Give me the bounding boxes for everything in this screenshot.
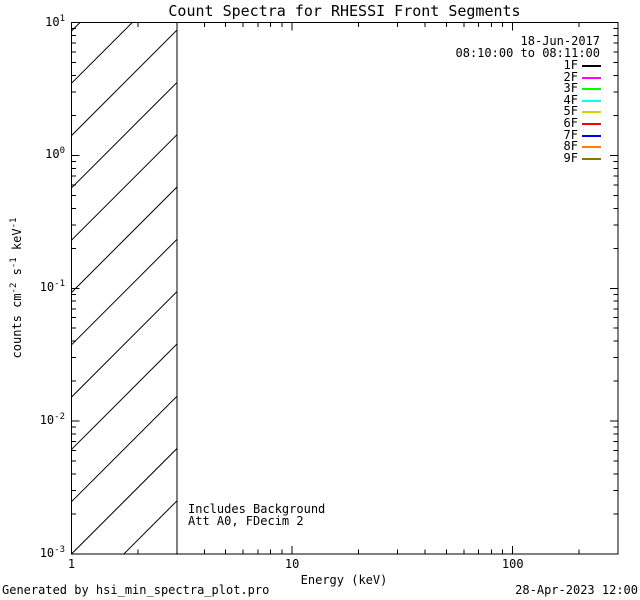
legend-swatch-7f xyxy=(582,134,601,137)
hatch-line xyxy=(71,448,177,554)
plot-frame xyxy=(71,22,619,555)
x-tick-label: 1 xyxy=(67,557,76,571)
hatch-line xyxy=(71,134,177,241)
legend-swatch-8f xyxy=(582,146,601,149)
legend-swatch-3f xyxy=(582,88,601,91)
x-tick-label: 100 xyxy=(501,557,524,571)
y-tick-label: 10-1 xyxy=(39,279,65,295)
legend-swatch-6f xyxy=(582,123,601,125)
hatch-line xyxy=(71,291,177,398)
legend-swatch-1f xyxy=(582,65,601,67)
legend-label-2f: 2F xyxy=(563,69,578,84)
footer-timestamp: 28-Apr-2023 12:00 xyxy=(515,583,638,597)
hatch-line xyxy=(71,81,177,189)
legend-swatch-5f xyxy=(582,111,601,114)
hatch-line xyxy=(71,395,177,503)
annotation-attenuator: Att A0, FDecim 2 xyxy=(188,514,304,528)
legend-label-3f: 3F xyxy=(563,81,578,96)
legend-label-9f: 9F xyxy=(563,150,578,165)
hatch-line xyxy=(175,552,177,554)
legend-swatch-9f xyxy=(582,157,601,160)
legend-swatch-2f xyxy=(582,76,601,79)
legend-label-6f: 6F xyxy=(563,116,578,130)
legend-label-8f: 8F xyxy=(563,139,578,154)
observation-time-range: 08:10:00 to 08:11:00 xyxy=(455,46,601,60)
hatch-line xyxy=(71,186,177,293)
legend-label-5f: 5F xyxy=(563,104,578,119)
hatch-line xyxy=(71,29,177,136)
x-tick-label: 10 xyxy=(284,557,300,571)
hatch-line xyxy=(123,500,177,554)
y-tick-label: 10-3 xyxy=(39,545,65,560)
hatch-line xyxy=(72,91,640,600)
legend-swatch-4f xyxy=(582,99,601,102)
observation-date: 18-Jun-2017 xyxy=(520,34,600,48)
legend-label-1f: 1F xyxy=(563,58,578,72)
y-tick-label: 100 xyxy=(45,146,65,162)
y-axis-label: counts cm-2 s-1 keV-1 xyxy=(9,217,24,359)
legend-label-7f: 7F xyxy=(563,127,578,142)
footer-generator: Generated by hsi_min_spectra_plot.pro xyxy=(2,583,270,597)
y-tick-label: 10-2 xyxy=(39,412,65,428)
chart-title: Count Spectra for RHESSI Front Segments xyxy=(168,2,521,20)
annotation-background: Includes Background xyxy=(188,502,326,516)
hatch-line xyxy=(71,343,177,450)
legend-label-4f: 4F xyxy=(563,92,578,107)
hatch-line xyxy=(71,238,177,346)
hatched-region xyxy=(71,22,640,600)
x-axis-label: Energy (keV) xyxy=(300,573,388,587)
y-tick-label: 101 xyxy=(45,13,65,29)
hatch-line xyxy=(71,22,81,32)
